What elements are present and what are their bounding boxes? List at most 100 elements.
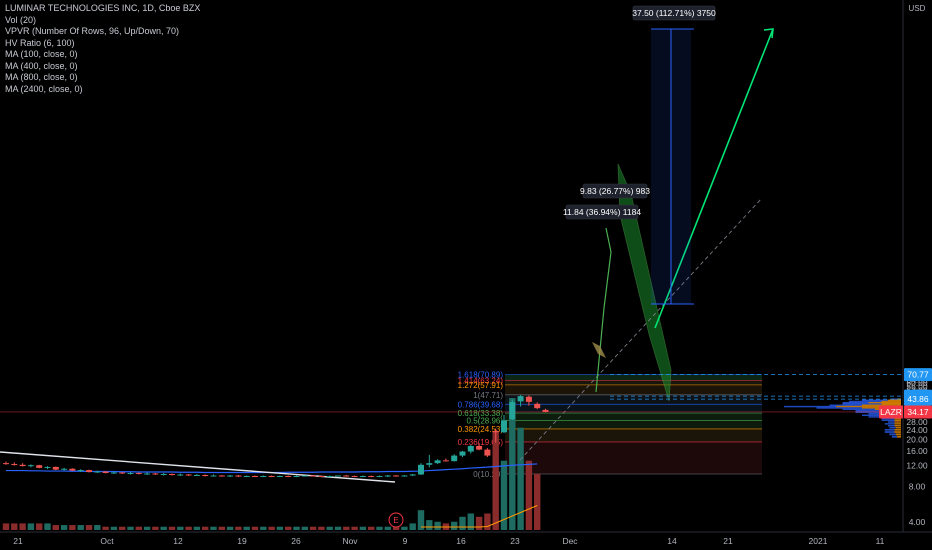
candle-body xyxy=(193,474,200,476)
candle-body xyxy=(393,475,400,477)
vpvr-up-bar xyxy=(868,416,888,418)
price-tag: 34.17 xyxy=(907,407,929,417)
vpvr-down-bar xyxy=(894,429,901,431)
annotations[interactable]: 37.50 (112.71%) 3750 9.83 (26.77%) 983 11.… xyxy=(388,5,716,528)
volume-bar xyxy=(309,526,317,530)
fib-level-label: 0.618(33.38) xyxy=(458,409,504,418)
candle-body xyxy=(534,403,541,409)
candle-body xyxy=(492,430,499,433)
indicator-ma-400[interactable]: MA (400, close, 0) xyxy=(5,60,78,71)
indicator-vol[interactable]: Vol (20) xyxy=(5,14,37,25)
volume-bar xyxy=(135,526,142,530)
volume-bar xyxy=(110,526,118,530)
price-axis-label: 12.00 xyxy=(906,461,928,471)
time-axis-label: 21 xyxy=(723,536,733,546)
candle-body xyxy=(94,471,101,473)
symbol-tag-bg xyxy=(879,405,903,419)
vpvr-down-bar xyxy=(894,423,901,425)
price-tag-bg xyxy=(904,405,932,419)
chart-legend[interactable]: LUMINAR TECHNOLOGIES INC, 1D, Cboe BZX V… xyxy=(5,3,200,95)
candle-body xyxy=(227,475,234,477)
candle-body xyxy=(409,474,416,476)
vpvr-up-bar xyxy=(855,409,882,412)
measure-label-top: 37.50 (112.71%) 3750 xyxy=(632,8,716,18)
volume-bar xyxy=(534,473,541,530)
candle-body xyxy=(542,409,549,412)
vpvr-up-bar xyxy=(842,403,882,405)
candle-body xyxy=(61,468,68,470)
volume-bar xyxy=(69,525,76,530)
volume-bar xyxy=(168,526,176,530)
fibonacci-retracement[interactable]: 1.618(70.89)1.414(63.24)1.272(57.91)1(47… xyxy=(458,371,762,479)
fib-level-label: 1(47.71) xyxy=(473,391,503,400)
price-tag-bg xyxy=(904,392,932,406)
candle-body xyxy=(517,396,524,402)
vpvr-down-bar xyxy=(894,431,901,433)
time-axis-label: 16 xyxy=(456,536,466,546)
candle-body xyxy=(185,474,192,476)
fib-zone xyxy=(505,394,762,405)
vpvr-up-bar xyxy=(891,398,898,400)
candle-body xyxy=(310,475,317,477)
volume-bar xyxy=(251,526,259,530)
candle-body xyxy=(202,474,209,477)
candle-body xyxy=(152,473,159,475)
candle-body xyxy=(144,473,151,475)
vpvr-up-bar xyxy=(849,400,882,403)
candle-body xyxy=(52,466,59,470)
time-axis-label: 2021 xyxy=(809,536,828,546)
time-axis-label: 21 xyxy=(13,536,23,546)
volume-bar xyxy=(94,525,101,530)
candle-body xyxy=(451,455,458,462)
fib-zone xyxy=(505,380,762,385)
vpvr-up-bar xyxy=(884,431,895,433)
vpvr-down-bar xyxy=(888,399,901,402)
volume-bar xyxy=(77,525,84,530)
candle-body xyxy=(476,445,483,450)
earnings-marker xyxy=(388,512,404,528)
candle-body xyxy=(434,460,441,464)
vpvr-up-bar xyxy=(891,435,898,438)
price-axis-label: 20.00 xyxy=(906,434,928,444)
symbol-title[interactable]: LUMINAR TECHNOLOGIES INC, 1D, Cboe BZX xyxy=(5,3,201,13)
vpvr-up-bar xyxy=(884,423,895,425)
earnings-marker-label: E xyxy=(393,516,398,525)
time-axis-label: Dec xyxy=(562,536,578,546)
volume-bar xyxy=(484,513,491,530)
measure-label-low-bg xyxy=(565,204,639,220)
volume-bar xyxy=(52,525,59,530)
candle-body xyxy=(459,451,466,456)
axes[interactable]: USD68.0064.0060.0056.0052.0048.0044.0040… xyxy=(13,4,932,546)
volume-bar xyxy=(451,521,458,530)
candle-body xyxy=(442,460,449,462)
time-axis-label: 14 xyxy=(667,536,677,546)
vpvr-up-bar xyxy=(842,408,875,411)
indicator-vpvr[interactable]: VPVR (Number Of Rows, 96, Up/Down, 70) xyxy=(5,26,180,36)
volume-bar xyxy=(60,525,68,530)
indicator-ma-100[interactable]: MA (100, close, 0) xyxy=(5,49,78,59)
vpvr-up-bar xyxy=(881,417,895,420)
vpvr-up-bar xyxy=(888,424,895,427)
volume-bar xyxy=(102,526,109,530)
fib-zone xyxy=(505,404,762,414)
vpvr-down-bar xyxy=(881,400,901,403)
volume-bar xyxy=(210,526,217,530)
candle-body xyxy=(359,476,366,478)
price-axis-label: 16.00 xyxy=(906,446,928,456)
fib-level-label: 1.618(70.89) xyxy=(458,371,504,380)
candle-body xyxy=(127,472,134,474)
fib-level-label: 0.786(39.68) xyxy=(458,400,504,409)
indicator-ma-800[interactable]: MA (800, close, 0) xyxy=(5,72,78,82)
indicator-ma-2400[interactable]: MA (2400, close, 0) xyxy=(5,83,83,94)
vpvr-up-bar xyxy=(829,404,862,407)
candle-body xyxy=(384,475,391,477)
candle-body xyxy=(293,476,300,478)
indicator-hv-ratio[interactable]: HV Ratio (6, 100) xyxy=(5,37,75,48)
volume-bar xyxy=(27,523,35,530)
fib-level-label: 1.272(57.91) xyxy=(458,381,504,390)
hv-ratio-line xyxy=(421,505,538,528)
fib-zone xyxy=(505,374,762,381)
candle-body xyxy=(135,472,142,474)
volume-bar xyxy=(152,526,159,530)
